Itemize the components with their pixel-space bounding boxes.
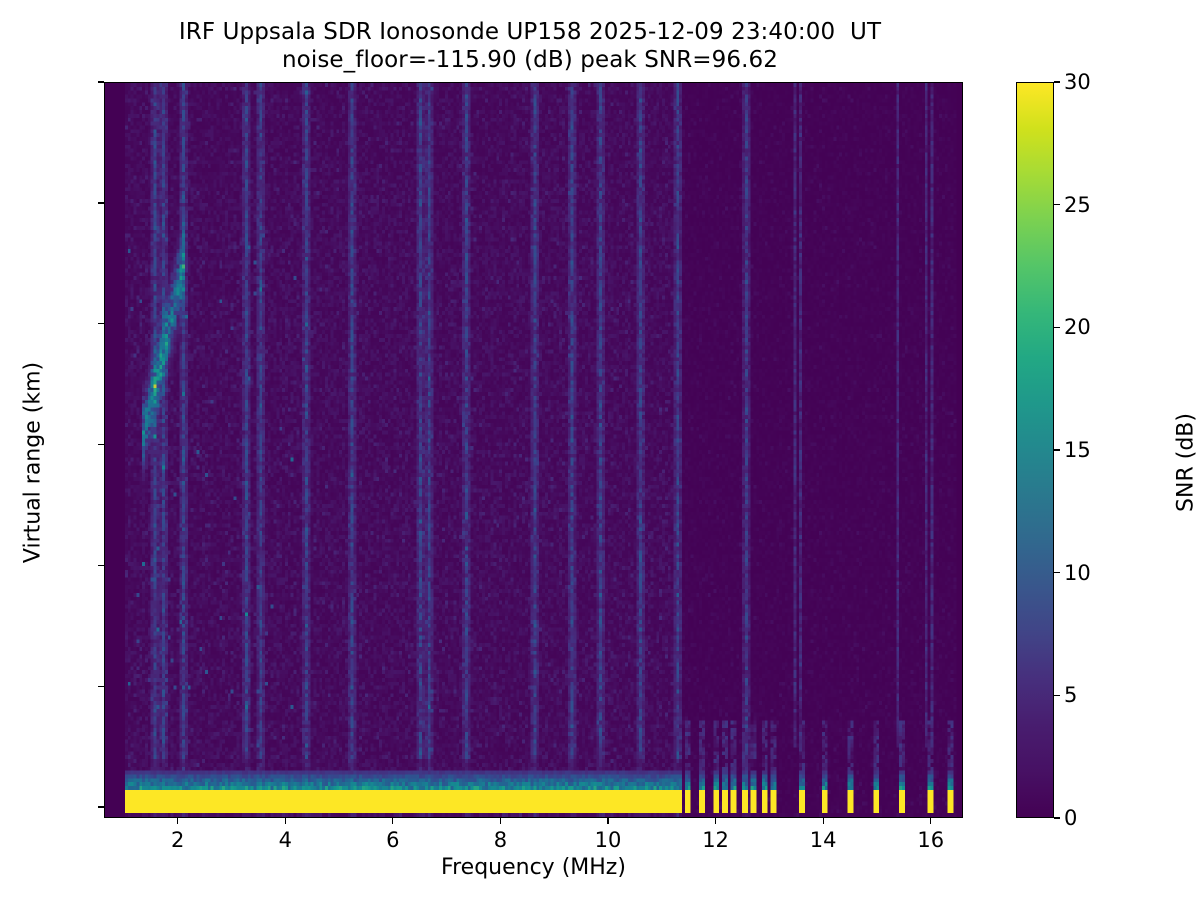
y-tick-200 [98, 564, 104, 567]
x-tick-8 [499, 818, 502, 824]
x-tick-10 [607, 818, 609, 824]
y-tick-500 [98, 202, 104, 204]
x-tick-label-16: 16 [917, 828, 945, 852]
x-tick-label-2: 2 [171, 828, 185, 852]
ionogram-heatmap [105, 83, 962, 817]
y-tick-300 [98, 443, 104, 446]
x-tick-label-12: 12 [702, 828, 729, 852]
colorbar-tick-30 [1054, 81, 1060, 83]
colorbar-tick-10 [1054, 572, 1060, 574]
x-tick-4 [284, 818, 286, 824]
x-tick-label-10: 10 [594, 828, 622, 852]
colorbar-tick-label-0: 0 [1064, 806, 1078, 830]
x-tick-label-14: 14 [809, 828, 837, 852]
x-tick-label-8: 8 [493, 828, 508, 852]
ionogram-plot-area[interactable] [104, 82, 963, 818]
y-axis-label: Virtual range (km) [20, 361, 46, 564]
y-tick-400 [98, 323, 104, 325]
x-tick-16 [930, 818, 932, 824]
x-tick-14 [822, 818, 824, 824]
y-tick-600 [98, 81, 104, 83]
colorbar-tick-label-25: 25 [1064, 192, 1091, 217]
colorbar-tick-25 [1054, 204, 1060, 206]
x-tick-label-4: 4 [278, 828, 292, 852]
colorbar[interactable] [1016, 82, 1054, 818]
y-tick-100 [98, 685, 104, 687]
x-axis-label: Frequency (MHz) [441, 855, 626, 880]
colorbar-tick-5 [1054, 694, 1060, 696]
title-line-secondary: noise_floor=-115.90 (dB) peak SNR=96.62 [281, 47, 779, 74]
colorbar-tick-15 [1054, 449, 1060, 451]
colorbar-tick-label-10: 10 [1064, 560, 1091, 585]
x-tick-label-6: 6 [386, 828, 400, 852]
figure-title: IRF Uppsala SDR Ionosonde UP158 2025-12-… [0, 18, 1060, 74]
colorbar-tick-label-20: 20 [1064, 315, 1091, 340]
title-line-primary: IRF Uppsala SDR Ionosonde UP158 2025-12-… [178, 19, 882, 45]
colorbar-tick-label-15: 15 [1064, 438, 1091, 462]
colorbar-tick-0 [1054, 817, 1060, 819]
y-tick-0 [98, 806, 104, 808]
colorbar-tick-label-5: 5 [1064, 683, 1078, 708]
colorbar-tick-label-30: 30 [1064, 70, 1091, 94]
colorbar-tick-20 [1054, 326, 1060, 328]
colorbar-label: SNR (dB) [1173, 413, 1199, 512]
x-tick-6 [392, 818, 394, 824]
x-tick-12 [714, 818, 717, 824]
x-tick-2 [177, 818, 179, 824]
